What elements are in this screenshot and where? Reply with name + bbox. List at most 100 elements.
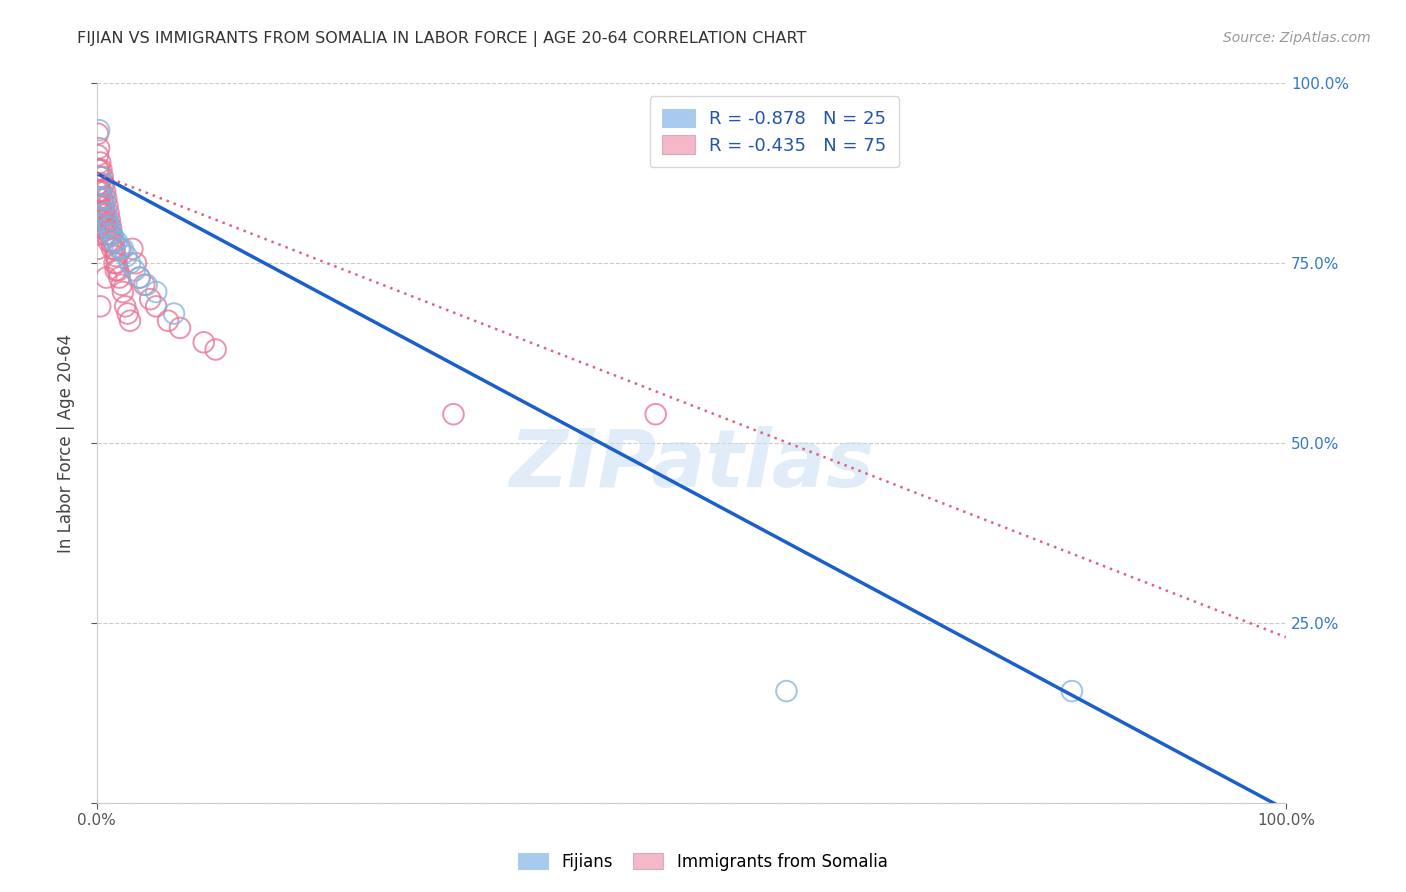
Point [93, 199, 115, 213]
Point [157, 314, 180, 328]
Point [139, 292, 162, 306]
Point [98, 227, 121, 242]
Point [98, 213, 121, 227]
Point [1060, 684, 1083, 698]
Point [775, 684, 797, 698]
Point [104, 263, 127, 277]
Point [145, 299, 167, 313]
Point [443, 407, 465, 421]
Point [118, 256, 141, 270]
Text: ZIPatlas: ZIPatlas [509, 425, 875, 504]
Point [103, 235, 125, 249]
Point [97, 235, 120, 249]
Point [87, 227, 110, 242]
Y-axis label: In Labor Force | Age 20-64: In Labor Force | Age 20-64 [58, 334, 75, 552]
Point [87, 192, 110, 206]
Point [97, 206, 120, 220]
Point [91, 169, 114, 184]
Point [104, 249, 127, 263]
Point [94, 220, 117, 235]
Point [87, 162, 110, 177]
Point [111, 285, 134, 299]
Point [91, 206, 114, 220]
Point [87, 206, 110, 220]
Point [94, 206, 117, 220]
Point [135, 277, 157, 292]
Legend: Fijians, Immigrants from Somalia: Fijians, Immigrants from Somalia [510, 845, 896, 880]
Point [108, 242, 131, 256]
Point [101, 227, 124, 242]
Point [96, 227, 118, 242]
Point [644, 407, 666, 421]
Point [111, 242, 134, 256]
Point [105, 256, 128, 270]
Point [105, 235, 128, 249]
Legend: R = -0.878   N = 25, R = -0.435   N = 75: R = -0.878 N = 25, R = -0.435 N = 75 [650, 96, 900, 168]
Point [101, 242, 124, 256]
Point [169, 321, 191, 335]
Point [96, 213, 118, 227]
Point [117, 307, 139, 321]
Point [87, 123, 110, 137]
Point [96, 206, 118, 220]
Point [89, 213, 111, 227]
Point [118, 314, 141, 328]
Point [90, 162, 112, 177]
Point [115, 249, 138, 263]
Point [89, 169, 111, 184]
Point [87, 213, 110, 227]
Point [96, 192, 118, 206]
Point [93, 199, 115, 213]
Text: Source: ZipAtlas.com: Source: ZipAtlas.com [1223, 31, 1371, 45]
Point [110, 242, 132, 256]
Point [125, 256, 148, 270]
Point [87, 148, 110, 162]
Point [89, 169, 111, 184]
Point [96, 199, 118, 213]
Point [103, 256, 125, 270]
Point [128, 270, 150, 285]
Point [96, 220, 118, 235]
Point [91, 177, 114, 191]
Point [89, 299, 111, 313]
Point [97, 220, 120, 235]
Point [93, 177, 115, 191]
Point [100, 235, 122, 249]
Point [87, 199, 110, 213]
Point [90, 206, 112, 220]
Point [94, 184, 117, 198]
Point [100, 220, 122, 235]
Text: FIJIAN VS IMMIGRANTS FROM SOMALIA IN LABOR FORCE | AGE 20-64 CORRELATION CHART: FIJIAN VS IMMIGRANTS FROM SOMALIA IN LAB… [77, 31, 807, 47]
Point [204, 343, 226, 357]
Point [96, 213, 118, 227]
Point [107, 263, 129, 277]
Point [94, 192, 117, 206]
Point [87, 184, 110, 198]
Point [91, 192, 114, 206]
Point [193, 335, 215, 350]
Point [98, 220, 121, 235]
Point [124, 263, 146, 277]
Point [87, 177, 110, 191]
Point [103, 242, 125, 256]
Point [90, 184, 112, 198]
Point [87, 177, 110, 191]
Point [96, 270, 118, 285]
Point [91, 220, 114, 235]
Point [163, 307, 186, 321]
Point [87, 242, 110, 256]
Point [121, 242, 143, 256]
Point [97, 220, 120, 235]
Point [100, 227, 122, 242]
Point [128, 270, 150, 285]
Point [87, 141, 110, 155]
Point [111, 277, 134, 292]
Point [89, 184, 111, 198]
Point [93, 213, 115, 227]
Point [89, 199, 111, 213]
Point [114, 299, 136, 313]
Point [108, 270, 131, 285]
Point [90, 192, 112, 206]
Point [87, 220, 110, 235]
Point [134, 277, 156, 292]
